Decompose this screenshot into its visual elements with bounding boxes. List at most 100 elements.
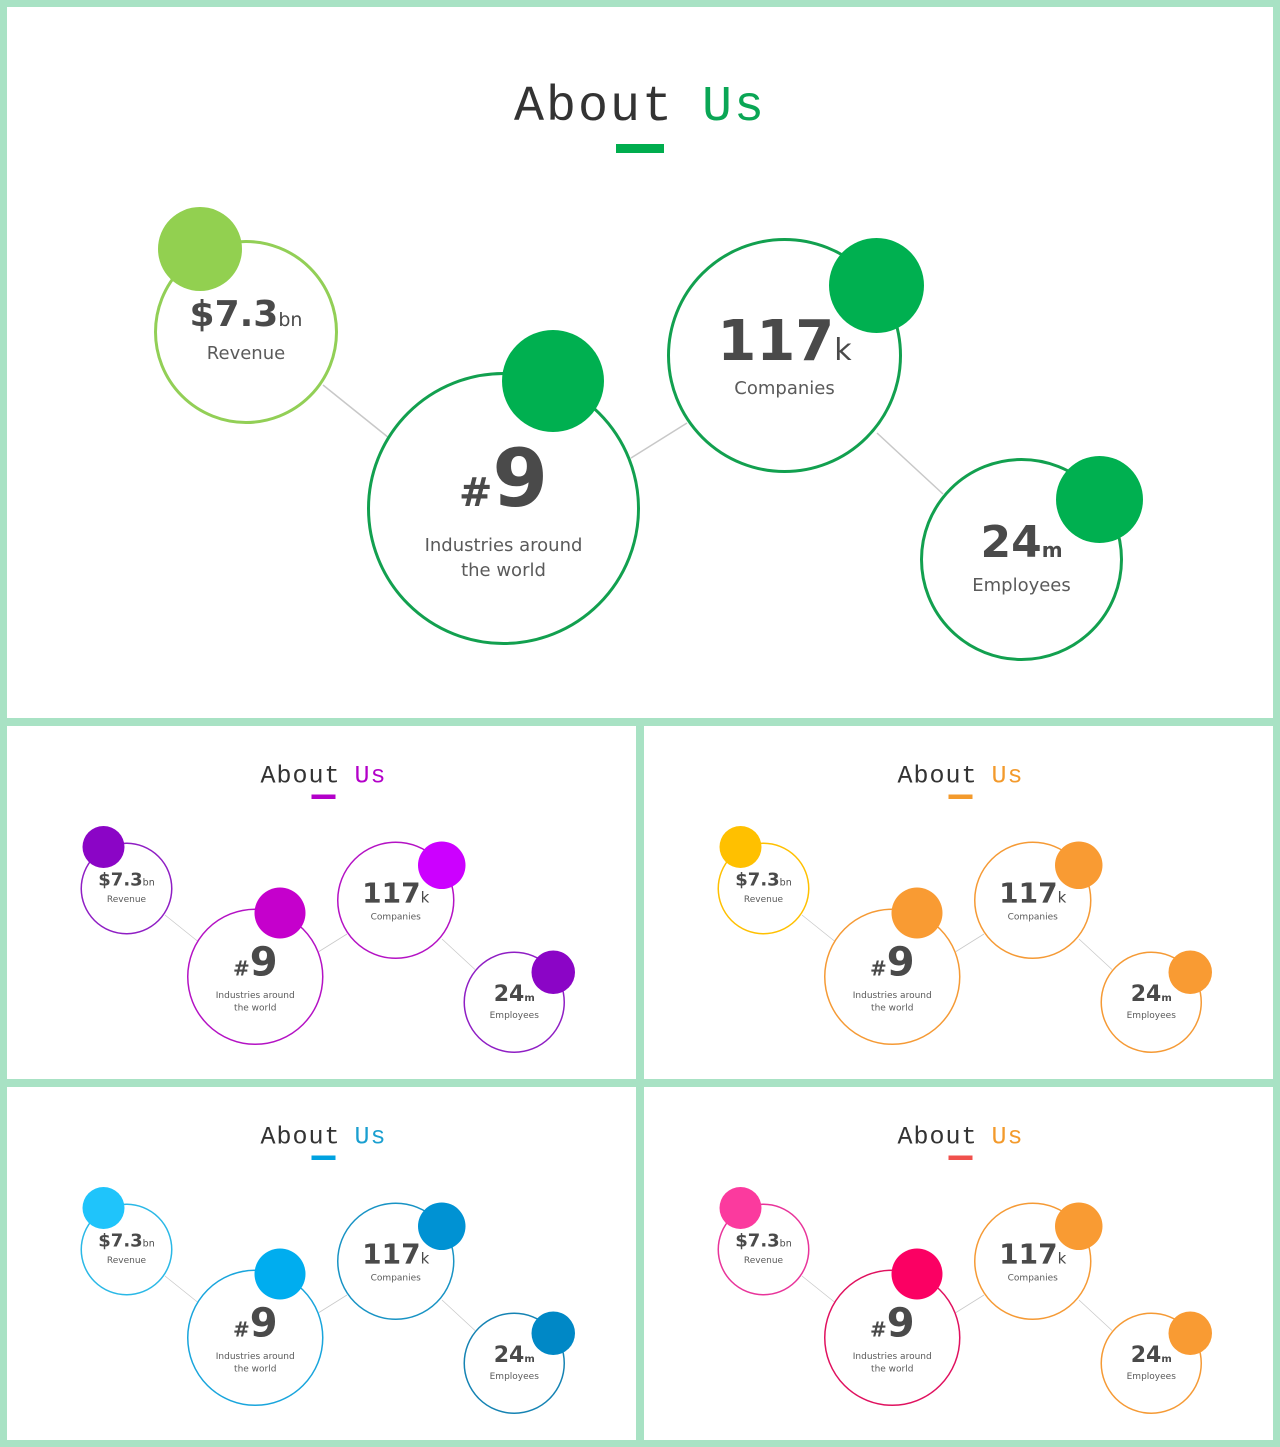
- revenue-dot: [82, 1187, 125, 1229]
- companies-label: Companies: [1007, 911, 1058, 923]
- slide-variant-pink: About Us $7.3bn Revenue #9 Industries aro…: [644, 1087, 1273, 1440]
- revenue-value: $7.3: [98, 1230, 143, 1251]
- connector-lines: [322, 384, 944, 495]
- employees-label: Employees: [1126, 1010, 1176, 1021]
- revenue-value: $7.3: [735, 1230, 780, 1251]
- companies-unit: k: [1057, 1250, 1067, 1268]
- companies-metric: 117k Companies: [667, 314, 902, 401]
- companies-metric: 117k Companies: [974, 877, 1092, 924]
- companies-dot: [1055, 841, 1103, 889]
- page-title: About Us: [7, 79, 1273, 136]
- companies-unit: k: [420, 1250, 430, 1268]
- employees-metric: 24m Employees: [464, 1344, 566, 1383]
- title-word-us: Us: [991, 1123, 1024, 1152]
- revenue-unit: bn: [142, 1238, 155, 1249]
- employees-metric: 24m Employees: [464, 983, 566, 1022]
- revenue-metric: $7.3bn Revenue: [718, 1232, 810, 1267]
- title-underline: [616, 144, 664, 153]
- connector-companies-employees: [876, 432, 944, 495]
- title-underline: [948, 1155, 973, 1160]
- industries-ring: [187, 908, 324, 1045]
- revenue-value: $7.3: [189, 294, 279, 335]
- slide-variant-purple: About Us $7.3bn Revenue #9 Industries aro…: [7, 726, 636, 1079]
- connector-companies-employees: [1078, 938, 1113, 970]
- industries-value: 9: [886, 1299, 915, 1346]
- industries-ring: [187, 1269, 324, 1406]
- connector-industries-companies: [318, 933, 348, 952]
- employees-label: Employees: [489, 1010, 539, 1021]
- connector-revenue-industries: [801, 1275, 836, 1303]
- connector-revenue-industries: [164, 914, 199, 942]
- companies-value: 117: [717, 309, 835, 374]
- companies-metric: 117k Companies: [337, 1238, 455, 1285]
- connector-lines: [801, 914, 1113, 970]
- industries-label-line1: Industries around: [215, 1351, 295, 1362]
- connector-lines: [801, 1275, 1113, 1331]
- revenue-label: Revenue: [743, 894, 784, 905]
- connector-lines: [164, 914, 476, 970]
- companies-value: 117: [362, 877, 421, 910]
- companies-value: 117: [999, 877, 1058, 910]
- companies-label: Companies: [1007, 1272, 1058, 1284]
- industries-label-line1: Industries around: [215, 990, 295, 1001]
- employees-value: 24: [493, 1342, 525, 1368]
- title-word-us: Us: [354, 762, 387, 791]
- employees-label: Employees: [489, 1371, 539, 1382]
- connector-revenue-industries: [164, 1275, 199, 1303]
- connector-industries-companies: [955, 1294, 985, 1313]
- title-word-us: Us: [991, 762, 1024, 791]
- page-title: About Us: [644, 762, 1273, 791]
- industries-value: 9: [249, 1299, 278, 1346]
- industries-metric: #9 Industries around the world: [824, 942, 961, 1014]
- industries-label-line2: the world: [234, 1002, 277, 1014]
- industries-dot: [502, 330, 604, 432]
- industries-ring: [367, 372, 640, 645]
- industries-label-line2: the world: [871, 1002, 914, 1014]
- employees-dot: [1168, 950, 1212, 994]
- employees-unit: m: [1161, 991, 1172, 1004]
- connector-companies-employees: [1078, 1299, 1113, 1331]
- companies-label: Companies: [370, 911, 421, 923]
- employees-dot: [1056, 456, 1143, 543]
- revenue-dot: [82, 826, 125, 868]
- industries-dot: [891, 1248, 943, 1300]
- industries-value: 9: [886, 938, 915, 985]
- revenue-unit: bn: [142, 877, 155, 888]
- industries-label-line1: Industries around: [852, 1351, 932, 1362]
- employees-unit: m: [524, 991, 535, 1004]
- industries-label-line2: the world: [461, 560, 546, 582]
- revenue-dot: [719, 1187, 762, 1229]
- employees-label: Employees: [972, 575, 1071, 596]
- employees-metric: 24m Employees: [1101, 983, 1203, 1022]
- companies-unit: k: [420, 889, 430, 907]
- title-underline: [311, 794, 336, 799]
- slide-variant-blue: About Us $7.3bn Revenue #9 Industries aro…: [7, 1087, 636, 1440]
- revenue-label: Revenue: [106, 894, 147, 905]
- revenue-label: Revenue: [206, 343, 286, 364]
- industries-label-line1: Industries around: [424, 535, 583, 556]
- companies-unit: k: [834, 333, 852, 368]
- companies-dot: [1055, 1202, 1103, 1250]
- industries-label-line2: the world: [234, 1363, 277, 1375]
- companies-label: Companies: [370, 1272, 421, 1284]
- industries-metric: #9 Industries around the world: [824, 1303, 961, 1375]
- revenue-unit: bn: [779, 877, 792, 888]
- slide-main: About Us $7.3bn Revenue #9 Industries aro…: [7, 7, 1273, 718]
- industries-metric: #9 Industries around the world: [367, 439, 640, 583]
- page-title: About Us: [644, 1123, 1273, 1152]
- connector-lines: [164, 1275, 476, 1331]
- employees-value: 24: [980, 517, 1042, 568]
- connector-companies-employees: [441, 1299, 476, 1331]
- employees-metric: 24m Employees: [1101, 1344, 1203, 1383]
- industries-prefix: #: [232, 1318, 250, 1342]
- employees-value: 24: [493, 981, 525, 1007]
- industries-dot: [254, 887, 306, 939]
- title-word-us: Us: [354, 1123, 387, 1152]
- industries-prefix: #: [869, 1318, 887, 1342]
- revenue-metric: $7.3bn Revenue: [154, 297, 338, 366]
- companies-value: 117: [362, 1238, 421, 1271]
- title-word-us: Us: [702, 79, 767, 136]
- connector-industries-companies: [630, 422, 688, 459]
- revenue-value: $7.3: [735, 869, 780, 890]
- employees-unit: m: [1041, 538, 1063, 562]
